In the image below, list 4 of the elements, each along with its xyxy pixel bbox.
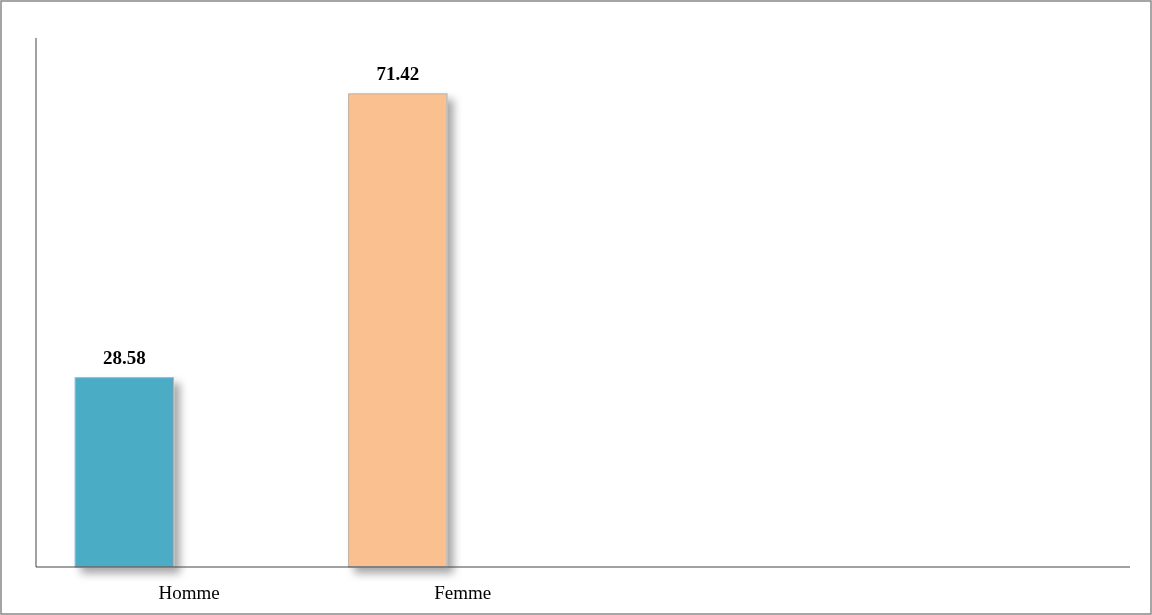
data-label: 71.42 bbox=[376, 62, 420, 84]
x-tick-label: Homme bbox=[158, 582, 220, 603]
data-label: 28.58 bbox=[102, 346, 146, 368]
x-tick-label: Femme bbox=[434, 582, 492, 603]
